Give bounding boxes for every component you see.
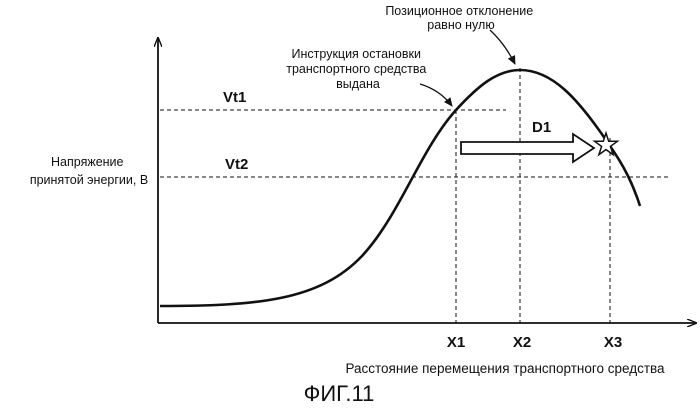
zero-deviation-annotation: Позиционное отклонение равно нулю <box>385 4 536 32</box>
x-axis-label: Расстояние перемещения транспортного сре… <box>345 361 665 376</box>
x3-label: X3 <box>604 334 622 351</box>
vt1-label: Vt1 <box>223 89 246 106</box>
x2-label: X2 <box>513 334 531 351</box>
d1-arrow <box>461 134 594 162</box>
figure-caption: ФИГ.11 <box>304 381 375 406</box>
stop-instruction-annotation: Инструкция остановки транспортного средс… <box>286 47 430 91</box>
vt2-label: Vt2 <box>225 156 248 173</box>
d1-label: D1 <box>532 119 551 136</box>
zero-deviation-leader <box>490 30 515 64</box>
x1-label: X1 <box>447 334 465 351</box>
stop-instruction-leader <box>420 84 452 106</box>
y-axis-label: Напряжение принятой энергии, В <box>30 155 148 187</box>
